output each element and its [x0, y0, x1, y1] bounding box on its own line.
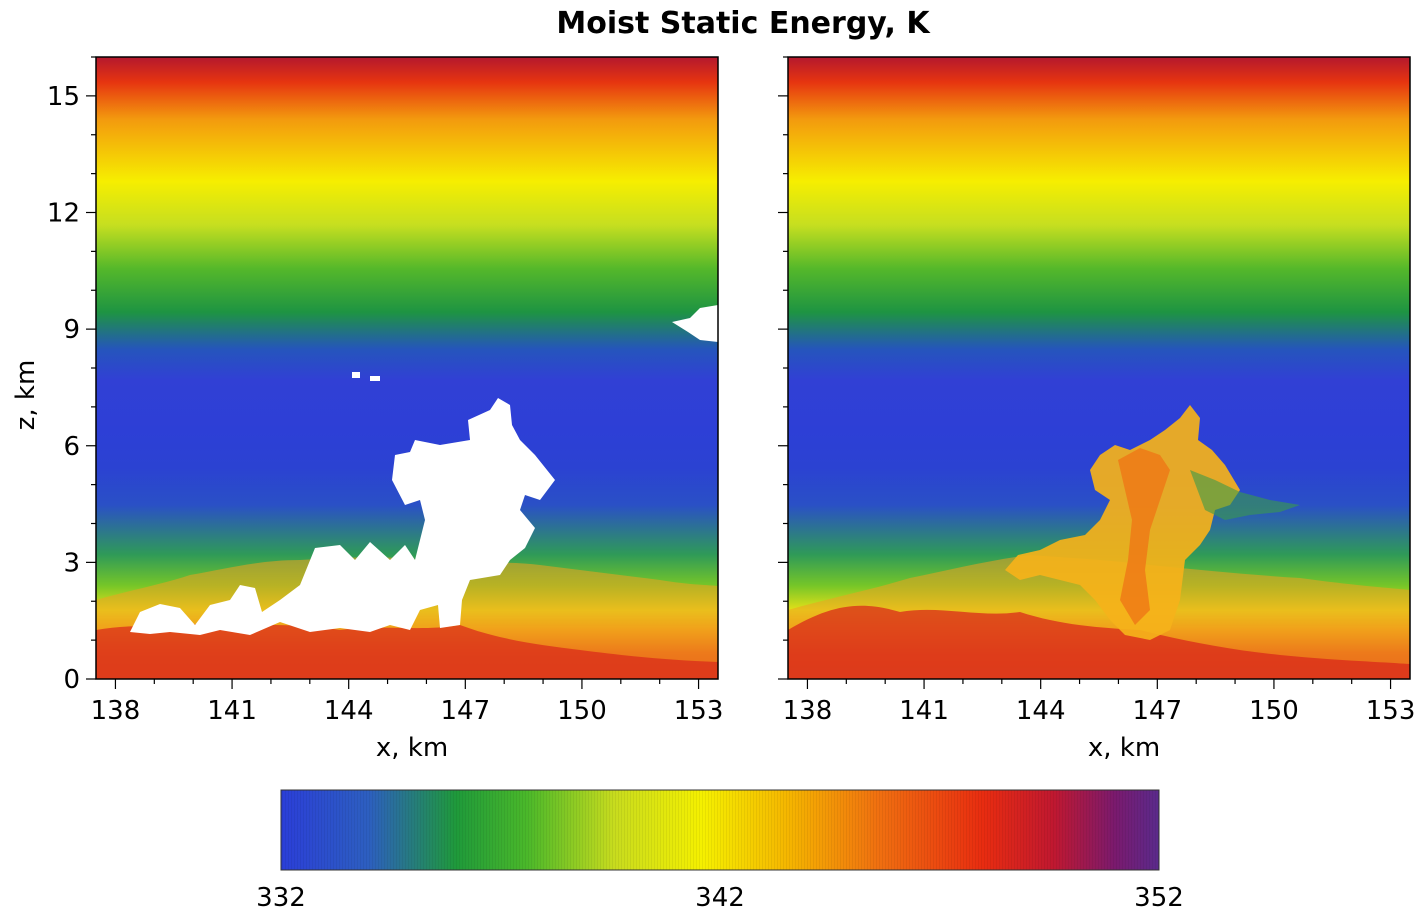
- x-tick-label-left: 138: [91, 696, 141, 726]
- panel-right: 138 141 144 147 150 153 x, km: [778, 56, 1416, 763]
- x-axis-left: 138 141 144 147 150 153: [91, 679, 724, 726]
- colorbar-tick-label: 352: [1134, 883, 1184, 913]
- panel-left: 0 3 6 9 12 15 138 141 144 147 150 153 x, km z, km: [11, 56, 724, 763]
- y-axis-right: [778, 56, 788, 680]
- x-tick-label-right: 150: [1249, 696, 1299, 726]
- cloud-mask-speck-1: [352, 372, 360, 378]
- cloud-mask-speck-2: [370, 376, 380, 381]
- y-tick-label-left: 9: [63, 315, 80, 345]
- plume-halo-right: [1190, 470, 1300, 520]
- x-tick-label-left: 141: [207, 696, 257, 726]
- y-tick-label-left: 0: [63, 665, 80, 695]
- y-tick-label-left: 12: [47, 199, 80, 229]
- x-tick-label-left: 144: [324, 696, 374, 726]
- x-tick-label-right: 153: [1366, 696, 1416, 726]
- cloud-mask-main: [130, 398, 555, 635]
- y-tick-label-left: 15: [47, 82, 80, 112]
- plume-right: [1005, 405, 1240, 640]
- y-tick-label-left: 6: [63, 432, 80, 462]
- x-tick-label-left: 153: [674, 696, 724, 726]
- x-tick-label-right: 138: [783, 696, 833, 726]
- y-axis-label-left: z, km: [11, 360, 41, 431]
- colorbar-tick-labels: 332 342 352: [256, 883, 1184, 913]
- y-axis-left: 0 3 6 9 12 15: [47, 56, 96, 695]
- cloud-mask-anvil: [672, 305, 718, 342]
- surface-layer-right: [788, 605, 1410, 679]
- chart-title: Moist Static Energy, K: [556, 6, 931, 41]
- x-axis-label-left: x, km: [376, 733, 448, 763]
- plume-core-right: [1118, 448, 1170, 625]
- y-tick-label-left: 3: [63, 548, 80, 578]
- colorbar-tick-label: 332: [256, 883, 306, 913]
- x-tick-label-right: 141: [899, 696, 949, 726]
- x-tick-label-right: 144: [1016, 696, 1066, 726]
- x-tick-label-left: 150: [557, 696, 607, 726]
- colorbar-tick-label: 342: [695, 883, 745, 913]
- x-tick-label-right: 147: [1132, 696, 1182, 726]
- x-axis-label-right: x, km: [1088, 733, 1160, 763]
- x-axis-right: 138 141 144 147 150 153: [783, 679, 1416, 726]
- colorbar: 332 342 352: [256, 789, 1184, 913]
- colorbar-frame: [280, 789, 1160, 871]
- x-tick-label-left: 147: [440, 696, 490, 726]
- surface-layer-left: [96, 620, 718, 679]
- colorbar-stripes: [281, 790, 1159, 870]
